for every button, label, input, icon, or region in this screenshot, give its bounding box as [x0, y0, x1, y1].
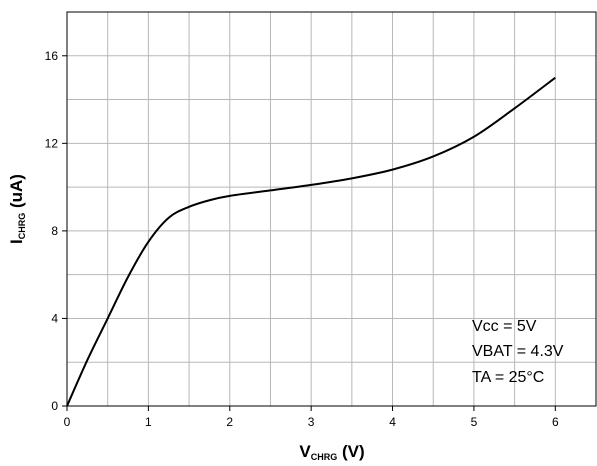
y-tick-label: 8 [51, 224, 58, 238]
x-tick-label: 5 [471, 415, 478, 429]
x-tick-label: 0 [64, 415, 71, 429]
annotation-vcc: Vcc = 5V [472, 318, 537, 335]
x-tick-label: 4 [389, 415, 396, 429]
y-axis-title-suffix: (uA) [7, 174, 26, 213]
y-axis-title: ICHRG (uA) [7, 174, 27, 244]
x-tick-label: 2 [226, 415, 233, 429]
y-axis-title-main: I [7, 239, 26, 244]
x-axis-title-suffix: (V) [337, 442, 364, 461]
ticks [62, 55, 556, 411]
y-tick-label: 0 [51, 399, 58, 413]
plot-frame [66, 11, 597, 407]
x-tick-label: 1 [145, 415, 152, 429]
y-axis-title-sub: CHRG [17, 213, 27, 240]
x-tick-label: 6 [552, 415, 559, 429]
x-tick-label: 3 [308, 415, 315, 429]
y-tick-label: 16 [45, 49, 59, 63]
annotation-ta: TA = 25°C [472, 369, 544, 386]
x-axis-title: VCHRG (V) [299, 442, 364, 462]
y-tick-label: 4 [51, 311, 58, 325]
x-axis-title-main: V [299, 442, 311, 461]
y-tick-label: 12 [45, 136, 59, 150]
series-line [66, 76, 556, 407]
x-axis-title-sub: CHRG [311, 452, 338, 462]
annotation-vbat: VBAT = 4.3V [472, 343, 564, 360]
